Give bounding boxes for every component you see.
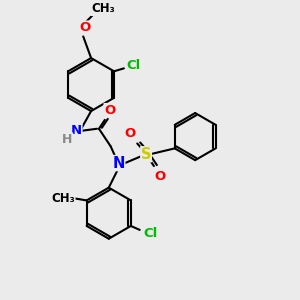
Text: N: N (112, 156, 125, 171)
Text: O: O (154, 170, 165, 183)
Text: CH₃: CH₃ (51, 192, 75, 205)
Text: O: O (125, 127, 136, 140)
Text: S: S (141, 147, 151, 162)
Text: Cl: Cl (127, 59, 141, 72)
Text: N: N (71, 124, 82, 137)
Text: CH₃: CH₃ (91, 2, 115, 15)
Text: O: O (80, 21, 91, 34)
Text: O: O (104, 103, 116, 117)
Text: H: H (62, 133, 73, 146)
Text: Cl: Cl (143, 227, 158, 240)
